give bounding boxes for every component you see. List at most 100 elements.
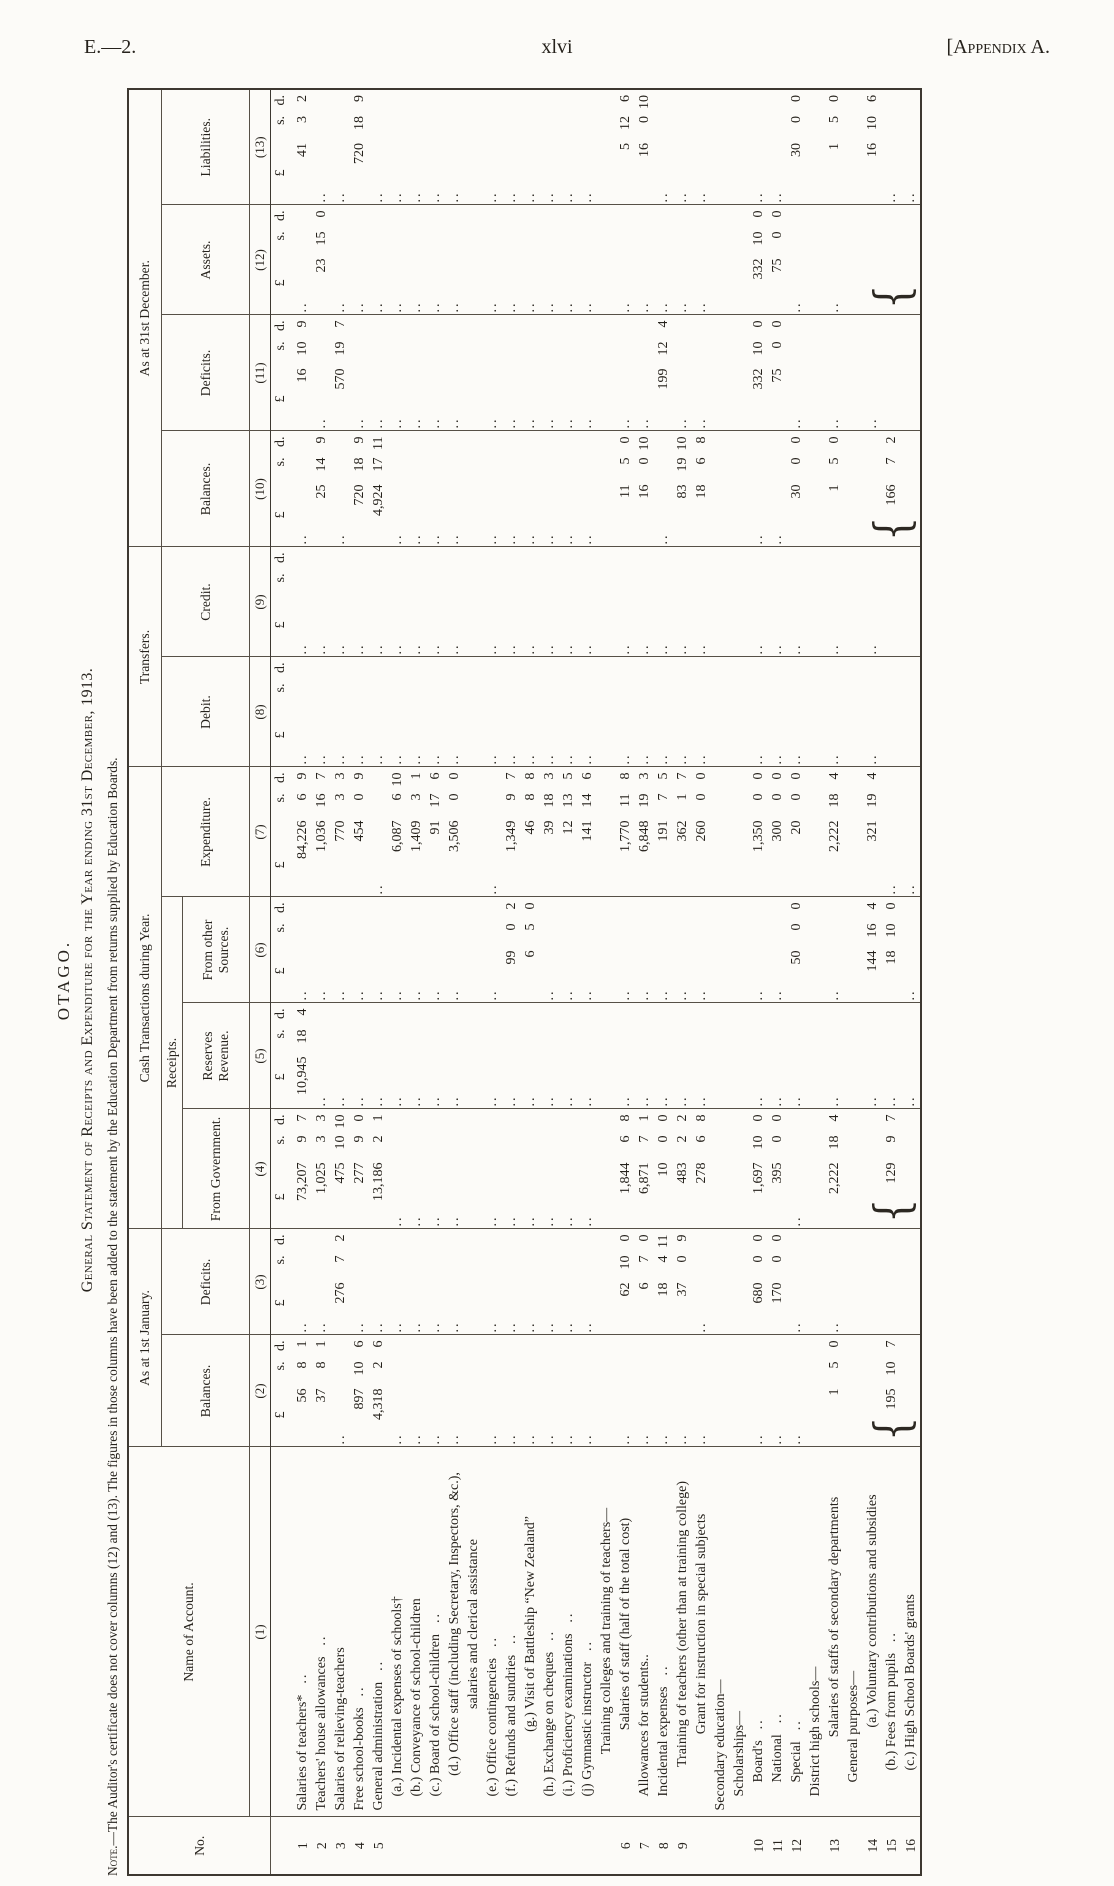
money-value: ..: [673, 1338, 692, 1445]
cell-c2: ..: [692, 1335, 711, 1447]
pence: 0: [789, 94, 804, 102]
row-number-cell: 16: [901, 1817, 921, 1875]
money-value: ..: [502, 208, 521, 313]
cell-c12: ..: [502, 205, 521, 315]
cell-c4: ..: [407, 1109, 426, 1229]
cell-c4: 278 6 8: [692, 1109, 711, 1229]
braced-cell-c10: {166 7 2: [863, 431, 921, 547]
dot-leader: ..: [295, 301, 310, 313]
dot-leader: ..: [542, 1321, 557, 1333]
pounds: 6,848: [637, 820, 652, 853]
pounds: 1: [827, 484, 842, 492]
pounds: 129: [884, 1162, 899, 1184]
shillings: 19: [333, 341, 348, 356]
dot-leader: ..: [561, 301, 576, 313]
pound-sign: £: [273, 279, 288, 287]
cell-c13: ..: [559, 88, 578, 205]
shillings: 5: [827, 1361, 842, 1369]
row-number-cell: [521, 1817, 540, 1875]
cell-c6: [730, 897, 749, 1003]
dot-leader: ..: [333, 753, 348, 765]
dot-leader: ..: [865, 643, 880, 655]
col-expenditure: Expenditure.: [161, 767, 250, 897]
money-value: 4,318 2 6: [369, 1338, 388, 1445]
money-value: ..: [540, 660, 559, 765]
money-value: 2,222 18 4: [825, 1112, 844, 1227]
pence: 6: [371, 1340, 386, 1348]
name-dot-leader: ..: [314, 1634, 329, 1657]
money-value: ..: [350, 550, 369, 655]
money-value: 475 10 10: [331, 1112, 350, 1227]
cell-c2: [844, 1335, 863, 1447]
dot-leader: ..: [333, 301, 348, 313]
dot-leader: ..: [352, 753, 367, 765]
dot-leader: ..: [409, 643, 424, 655]
cell-c11: ..: [445, 315, 483, 431]
money-value: ..: [692, 550, 711, 655]
dot-leader: ..: [789, 1095, 804, 1107]
shillings: 18: [352, 115, 367, 130]
row-number-cell: [597, 1817, 616, 1875]
shillings: 7: [884, 457, 899, 465]
cell-c6: ..: [616, 897, 635, 1003]
pounds: 10: [656, 1162, 671, 1177]
pounds: 37: [314, 1388, 329, 1403]
money-value: ..: [426, 92, 445, 203]
cell-c6: ..: [407, 897, 426, 1003]
money-value: ..: [616, 660, 635, 765]
dot-leader: ..: [523, 1215, 538, 1227]
pounds: 18: [656, 1282, 671, 1297]
cell-c3: [806, 1229, 825, 1335]
pence: 1: [314, 1340, 329, 1348]
dot-leader: ..: [295, 1321, 310, 1333]
pounds: 12: [561, 820, 576, 835]
cell-c7: ..: [901, 767, 921, 897]
account-name-cell: Training of teachers (other than at trai…: [673, 1447, 692, 1817]
dot-leader: ..: [694, 753, 709, 765]
dot-leader: ..: [447, 417, 462, 429]
rotated-table-sheet: OTAGO. General Statement of Receipts and…: [52, 84, 1094, 1876]
dot-leader: ..: [637, 301, 652, 313]
money-value: ..: [388, 1338, 407, 1445]
cell-c4: 483 2 2: [673, 1109, 692, 1229]
money-value: ..: [749, 1006, 768, 1107]
money-value: ..: [369, 660, 388, 765]
money-value: ..: [445, 900, 464, 1001]
pence: 2: [675, 1114, 690, 1122]
pounds: 1,409: [409, 820, 424, 853]
money-value: ..: [673, 900, 692, 1001]
pounds: 16: [865, 142, 880, 157]
lsd-c2: £ s. d.: [270, 1335, 293, 1447]
shillings: 0: [770, 341, 785, 349]
account-row: 14 (a.) Voluntary contributions and subsi…: [863, 88, 921, 1875]
cell-c2: 4,318 2 6: [369, 1335, 388, 1447]
cell-c11: [711, 315, 730, 431]
pounds: 62: [618, 1282, 633, 1297]
money-value: 332 10 0: [749, 318, 768, 429]
pence: 9: [675, 1234, 690, 1242]
shillings: 19: [865, 793, 880, 808]
col-reserves-revenue: Reserves Revenue.: [182, 1003, 250, 1109]
pence: 8: [694, 436, 709, 444]
pounds: 454: [352, 820, 367, 842]
money-value: 91 17 6: [426, 770, 445, 895]
money-value: ..: [407, 434, 426, 545]
pence: 0: [656, 1114, 671, 1122]
cell-c8: ..: [445, 657, 483, 767]
cell-c6: ..: [331, 897, 350, 1003]
cell-c5: ..: [749, 1003, 768, 1109]
d-label: d.: [273, 902, 288, 914]
money-value: 50 0 0: [787, 900, 806, 1001]
cell-c3: [597, 1229, 616, 1335]
dot-leader: ..: [523, 753, 538, 765]
name-dot-leader: ..: [504, 1632, 519, 1655]
money-value: ..: [312, 660, 331, 765]
money-value: ..: [863, 550, 882, 655]
cell-c12: ..: [616, 205, 635, 315]
pence: 7: [884, 1340, 899, 1348]
cell-c6: ..: [426, 897, 445, 1003]
cell-c9: ..: [863, 547, 882, 657]
shillings: 16: [314, 793, 329, 808]
money-value: 1 5 0: [825, 92, 844, 203]
col-from-other-sources: From other Sources.: [182, 897, 250, 1003]
